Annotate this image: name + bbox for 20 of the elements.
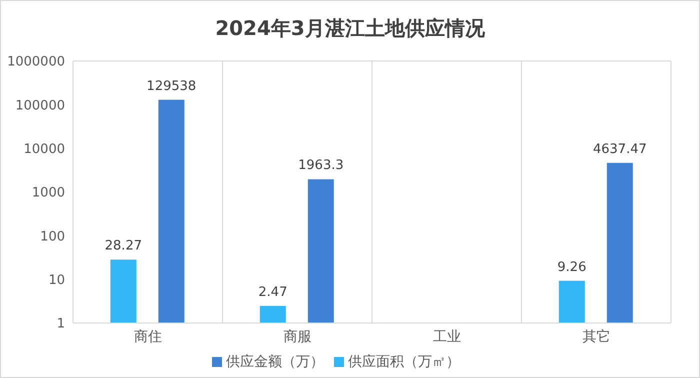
y-tick-label: 100000 (15, 98, 65, 114)
data-label: 129538 (146, 78, 196, 94)
x-tick-label: 其它 (582, 328, 610, 345)
y-tick-label: 1000000 (7, 54, 65, 70)
y-tick-label: 1 (56, 316, 65, 332)
x-tick-label: 商服 (283, 328, 312, 345)
chart-title: 2024年3月湛江土地供应情况 (214, 15, 486, 42)
y-tick-label: 1000 (32, 186, 65, 201)
data-label: 9.26 (557, 260, 586, 275)
legend-label: 供应金额（万） (226, 354, 324, 370)
data-label: 4637.47 (592, 142, 647, 157)
data-label: 1963.3 (298, 158, 344, 174)
y-tick-label: 10 (48, 272, 65, 288)
y-tick-label: 100 (40, 229, 65, 244)
data-label: 28.27 (104, 238, 142, 254)
legend-label: 供应面积（万㎡） (348, 354, 460, 370)
x-tick-label: 商住 (134, 328, 162, 345)
x-tick-label: 工业 (432, 328, 461, 345)
y-tick-label: 10000 (24, 142, 65, 157)
data-label: 2.47 (258, 284, 288, 300)
